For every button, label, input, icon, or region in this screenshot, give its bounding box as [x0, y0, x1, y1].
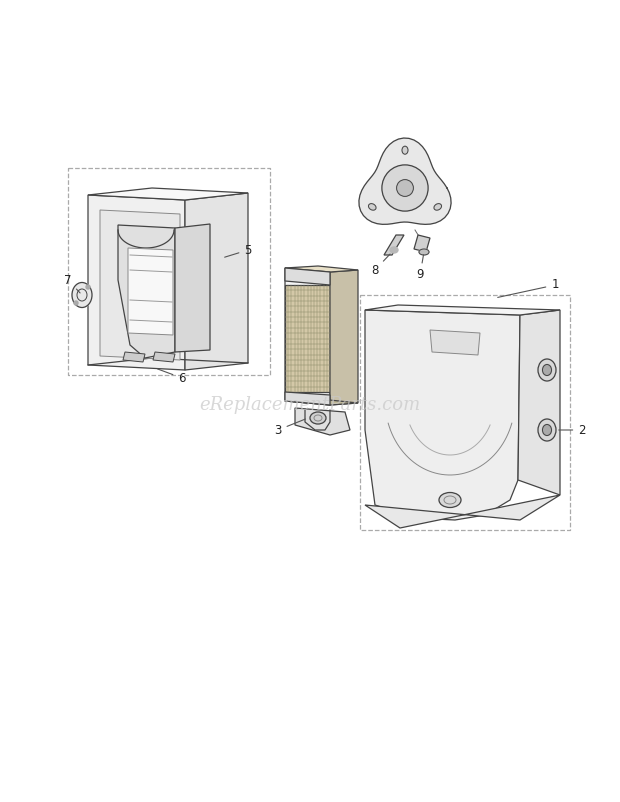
- Polygon shape: [430, 330, 480, 355]
- Text: 7: 7: [64, 273, 80, 293]
- Polygon shape: [123, 352, 145, 362]
- Text: 6: 6: [157, 369, 186, 384]
- Ellipse shape: [439, 492, 461, 508]
- Polygon shape: [414, 235, 430, 252]
- Circle shape: [382, 165, 428, 211]
- Ellipse shape: [402, 146, 408, 154]
- Circle shape: [397, 180, 414, 196]
- Polygon shape: [285, 268, 330, 285]
- Polygon shape: [128, 248, 173, 335]
- Polygon shape: [285, 399, 358, 405]
- Ellipse shape: [434, 204, 441, 210]
- Text: 5: 5: [224, 244, 252, 257]
- Ellipse shape: [542, 424, 552, 435]
- Text: 2: 2: [559, 423, 586, 436]
- Polygon shape: [365, 495, 560, 528]
- Polygon shape: [285, 268, 330, 405]
- Text: 8: 8: [371, 254, 390, 277]
- Polygon shape: [285, 285, 330, 392]
- Text: 9: 9: [416, 255, 423, 282]
- Circle shape: [86, 285, 90, 289]
- Ellipse shape: [368, 204, 376, 210]
- Text: 3: 3: [274, 419, 306, 436]
- Polygon shape: [88, 188, 248, 200]
- Polygon shape: [359, 138, 451, 225]
- Circle shape: [74, 301, 78, 305]
- Polygon shape: [175, 224, 210, 352]
- Polygon shape: [330, 270, 358, 405]
- Polygon shape: [365, 305, 560, 315]
- Text: 1: 1: [498, 278, 559, 298]
- Polygon shape: [153, 352, 175, 362]
- Polygon shape: [285, 266, 358, 272]
- Ellipse shape: [419, 249, 429, 255]
- Ellipse shape: [72, 282, 92, 307]
- Ellipse shape: [538, 359, 556, 381]
- Ellipse shape: [542, 364, 552, 375]
- Ellipse shape: [390, 247, 398, 253]
- Polygon shape: [365, 310, 520, 520]
- Text: eReplacementParts.com: eReplacementParts.com: [200, 396, 420, 414]
- Ellipse shape: [310, 412, 326, 424]
- Polygon shape: [100, 210, 180, 360]
- Polygon shape: [285, 392, 330, 405]
- Polygon shape: [88, 195, 185, 370]
- Ellipse shape: [538, 419, 556, 441]
- Polygon shape: [185, 193, 248, 370]
- Polygon shape: [384, 235, 404, 255]
- Polygon shape: [518, 310, 560, 495]
- Polygon shape: [118, 225, 175, 358]
- Polygon shape: [295, 408, 350, 435]
